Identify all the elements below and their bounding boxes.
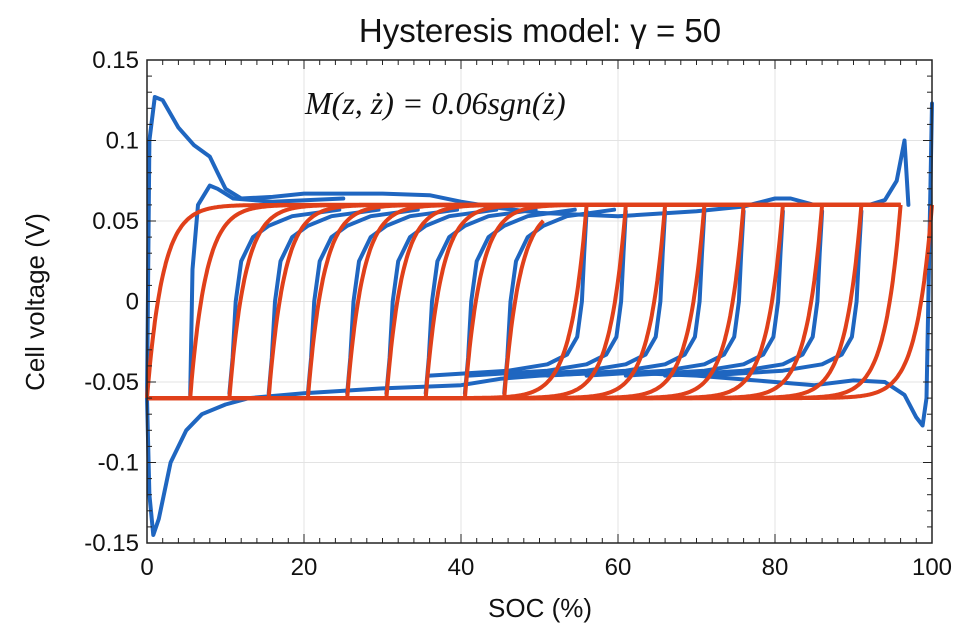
y-tick-label: -0.1 <box>98 450 139 477</box>
x-tick-label: 20 <box>291 554 318 581</box>
measured-series <box>145 95 934 537</box>
measured-falling-branch <box>663 209 825 378</box>
x-tick-label: 100 <box>912 554 952 581</box>
y-tick-label: -0.15 <box>84 530 139 557</box>
measured-inner-charge-line <box>188 183 346 397</box>
y-tick-label: 0 <box>126 289 139 316</box>
chart-title: Hysteresis model: γ = 50 <box>359 12 721 49</box>
y-tick-label: 0.1 <box>106 128 139 155</box>
measured-falling-branch <box>584 209 746 378</box>
annotation: M(z, ż) = 0.06sgn(ż) <box>304 85 566 121</box>
measured-falling-branch <box>545 209 707 378</box>
minor-ticks <box>146 59 933 544</box>
tick-labels: 0 20 40 60 80 100 0.15 0.1 0.05 0 -0.05 -0.1 -0.15 <box>84 47 952 581</box>
grid <box>146 59 933 544</box>
x-tick-label: 80 <box>762 554 789 581</box>
y-axis-label: Cell voltage (V) <box>20 213 50 391</box>
measured-outer-discharge-line <box>145 101 934 537</box>
y-tick-label: 0.15 <box>92 47 139 74</box>
measured-falling-branch <box>506 209 668 378</box>
measured-falling-branch <box>623 209 785 378</box>
x-tick-label: 40 <box>448 554 475 581</box>
model-series <box>145 202 934 401</box>
x-tick-label: 0 <box>140 554 153 581</box>
y-tick-label: -0.05 <box>84 369 139 396</box>
model-falling-branch <box>145 204 934 401</box>
measured-falling-branch <box>427 209 589 378</box>
x-tick-label: 60 <box>605 554 632 581</box>
measured-falling-branch <box>466 209 628 378</box>
x-axis-label: SOC (%) <box>488 593 592 623</box>
model-rising-branch <box>462 202 902 399</box>
model-rising-branch <box>502 219 545 399</box>
measured-falling-branch <box>702 209 864 378</box>
y-tick-label: 0.05 <box>92 208 139 235</box>
